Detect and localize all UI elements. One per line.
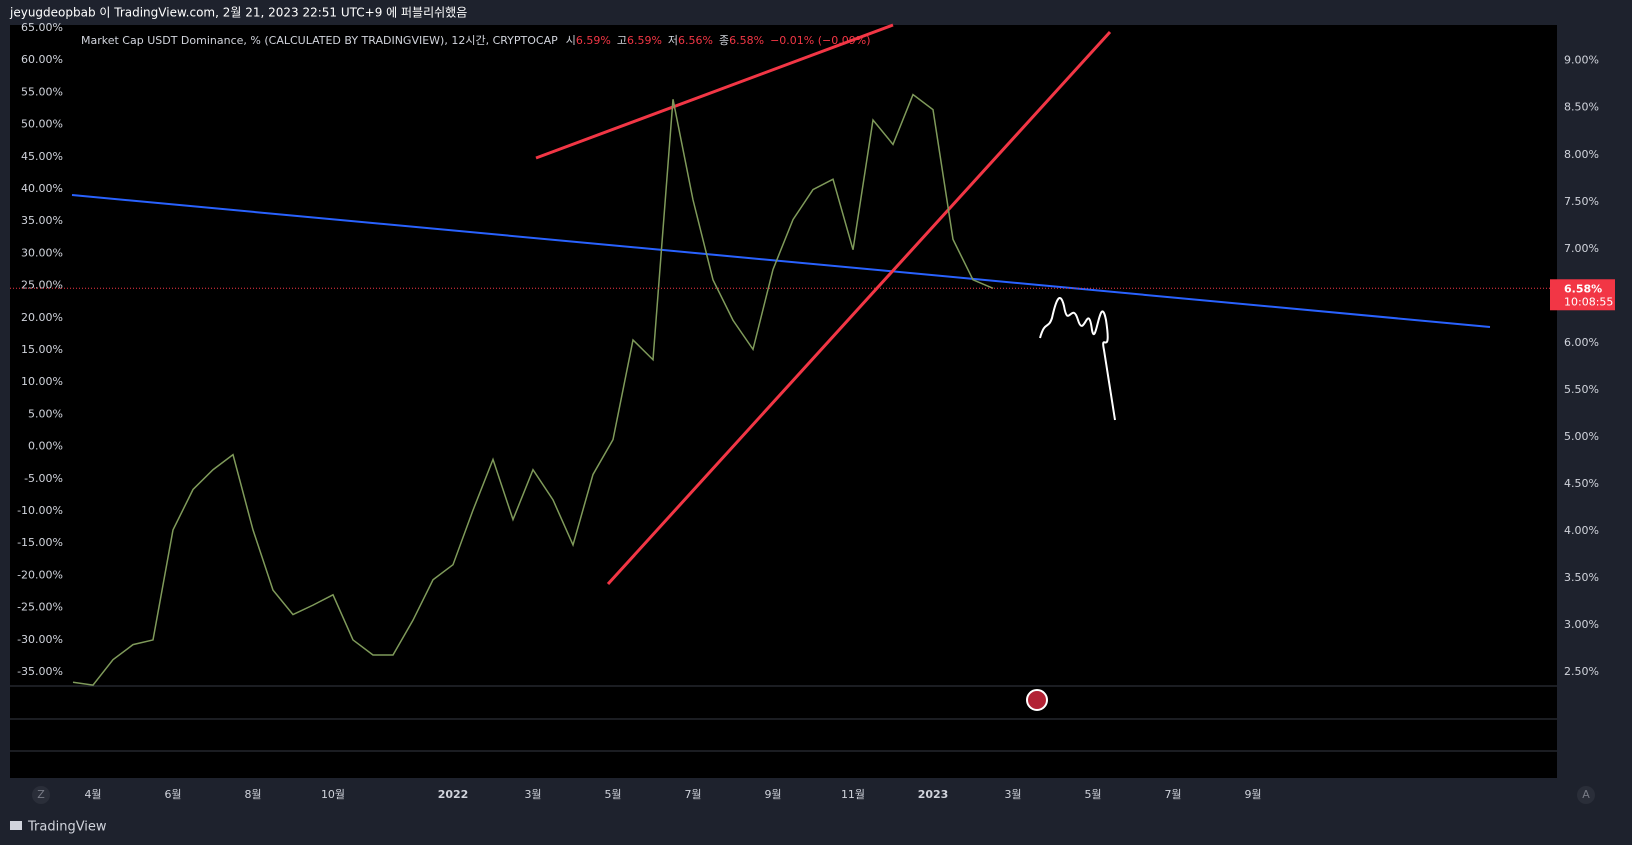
y-tick-label: 50.00%: [21, 118, 63, 131]
x-tick-label: 9월: [764, 788, 781, 801]
x-tick-label: 4월: [84, 788, 101, 801]
y-tick-label: -15.00%: [17, 536, 63, 549]
price-tag-label: 6.58%: [1564, 282, 1602, 295]
x-tick-label: 2023: [918, 788, 949, 801]
ohlc-key: 저: [668, 34, 678, 47]
y-tick-label: 15.00%: [21, 343, 63, 356]
y-tick-label: 5.00%: [28, 407, 63, 420]
y-tick-label: -30.00%: [17, 633, 63, 646]
x-tick-label: 5월: [1084, 788, 1101, 801]
legend-title: Market Cap USDT Dominance, % (CALCULATED…: [81, 34, 558, 47]
ohlc-value: 6.56%: [678, 34, 713, 47]
y2-tick-label: 3.00%: [1564, 618, 1599, 631]
y-tick-label: -25.00%: [17, 601, 63, 614]
trendline: [71, 194, 1491, 328]
price-line: [72, 93, 994, 686]
trendline: [606, 30, 1112, 586]
button[interactable]: [32, 786, 50, 804]
y-tick-label: 45.00%: [21, 150, 63, 163]
y2-tick-label: 9.00%: [1564, 54, 1599, 67]
price-countdown: 10:08:55: [1564, 295, 1613, 308]
y-tick-label: 25.00%: [21, 279, 63, 292]
x-tick-label: 9월: [1244, 788, 1261, 801]
y-tick-label: 10.00%: [21, 375, 63, 388]
ohlc-key: 종: [719, 34, 729, 47]
button-label[interactable]: A: [1582, 788, 1590, 801]
x-tick-label: 8월: [244, 788, 261, 801]
y2-tick-label: 7.50%: [1564, 195, 1599, 208]
x-tick-label: 11월: [841, 788, 865, 801]
chart-panel: [10, 25, 1557, 778]
event-icon[interactable]: [1026, 689, 1048, 711]
y2-tick-label: 3.50%: [1564, 571, 1599, 584]
y2-tick-label: 4.00%: [1564, 524, 1599, 537]
x-tick-label: 6월: [164, 788, 181, 801]
y-tick-label: 40.00%: [21, 182, 63, 195]
ohlc-value: 6.59%: [576, 34, 611, 47]
logo: [10, 821, 22, 830]
button-label[interactable]: Z: [37, 788, 45, 801]
ohlc-value: 6.59%: [627, 34, 662, 47]
y-tick-label: 60.00%: [21, 53, 63, 66]
y2-tick-label: 5.50%: [1564, 383, 1599, 396]
trendline: [535, 23, 894, 160]
x-tick-label: 10월: [321, 788, 345, 801]
y2-tick-label: 5.00%: [1564, 430, 1599, 443]
ohlc-key: 고: [617, 34, 627, 47]
ohlc-key: 시: [566, 34, 576, 47]
x-tick-label: 3월: [1004, 788, 1021, 801]
x-tick-label: 5월: [604, 788, 621, 801]
x-tick-label: 7월: [684, 788, 701, 801]
y-tick-label: -10.00%: [17, 504, 63, 517]
button[interactable]: [1577, 786, 1595, 804]
drawing: [1039, 297, 1116, 421]
y-tick-label: -35.00%: [17, 665, 63, 678]
legend: Market Cap USDT Dominance, % (CALCULATED…: [81, 34, 870, 47]
publish-note: jeyugdeopbab 이 TradingView.com, 2월 21, 2…: [9, 6, 467, 20]
y-tick-label: 55.00%: [21, 85, 63, 98]
y2-tick-label: 7.00%: [1564, 242, 1599, 255]
price-tag: [1550, 279, 1615, 311]
y-tick-label: 35.00%: [21, 214, 63, 227]
x-tick-label: 7월: [1164, 788, 1181, 801]
x-tick-label: 2022: [438, 788, 469, 801]
y2-tick-label: 8.50%: [1564, 101, 1599, 114]
y-tick-label: 0.00%: [28, 440, 63, 453]
y-tick-label: 30.00%: [21, 246, 63, 259]
ohlc-value: 6.58%: [729, 34, 764, 47]
y2-tick-label: 4.50%: [1564, 477, 1599, 490]
y-tick-label: 65.00%: [21, 21, 63, 34]
brand: TradingView: [27, 820, 107, 835]
y2-tick-label: 2.50%: [1564, 665, 1599, 678]
y2-tick-label: 8.00%: [1564, 148, 1599, 161]
y-tick-label: -20.00%: [17, 568, 63, 581]
y2-tick-label: 6.00%: [1564, 336, 1599, 349]
y-tick-label: -5.00%: [24, 472, 63, 485]
y-tick-label: 20.00%: [21, 311, 63, 324]
x-tick-label: 3월: [524, 788, 541, 801]
